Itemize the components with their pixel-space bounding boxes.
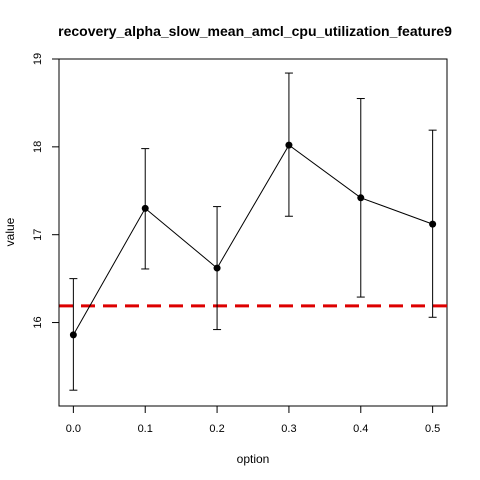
data-point	[213, 264, 221, 272]
x-tick-label: 0.3	[281, 423, 296, 435]
data-point	[357, 194, 365, 202]
y-tick-label: 19	[32, 53, 44, 65]
x-tick-label: 0.1	[138, 423, 153, 435]
x-tick-label: 0.2	[209, 423, 224, 435]
data-point	[141, 204, 149, 212]
y-tick-label: 18	[32, 141, 44, 153]
data-point	[429, 220, 437, 228]
x-axis-label: option	[237, 452, 270, 466]
series-line	[72, 144, 433, 336]
data-point	[285, 141, 293, 149]
chart-title: recovery_alpha_slow_mean_amcl_cpu_utiliz…	[58, 23, 452, 39]
data-point	[69, 331, 77, 339]
x-tick-label: 0.5	[425, 423, 440, 435]
y-tick-label: 16	[32, 316, 44, 328]
y-axis-label: value	[3, 217, 17, 246]
x-tick-label: 0.0	[66, 423, 81, 435]
plot-frame	[58, 58, 448, 407]
x-tick-label: 0.4	[353, 423, 368, 435]
y-tick-label: 17	[32, 229, 44, 241]
